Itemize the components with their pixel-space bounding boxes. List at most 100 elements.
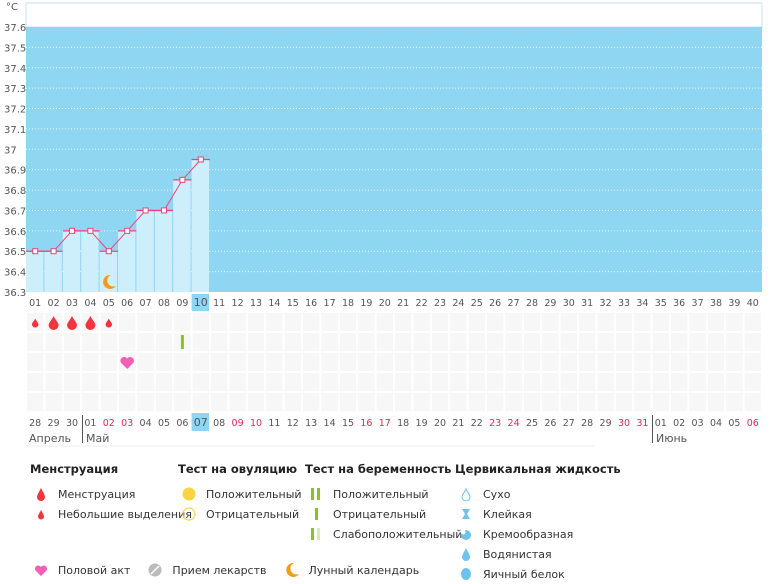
empty-circle-icon [178, 507, 200, 521]
y-tick-label: 37.2 [4, 105, 26, 116]
calendar-date-label: 21 [452, 418, 464, 429]
marker-cell [100, 353, 117, 371]
menstruation-drop-icon [105, 318, 113, 328]
calendar-date-label: 03 [692, 418, 704, 429]
month-separator [652, 415, 653, 443]
temperature-bar [81, 230, 99, 292]
marker-cell [229, 373, 246, 391]
legend-label: Половой акт [58, 563, 131, 577]
marker-cell [395, 353, 412, 371]
marker-cell [413, 373, 430, 391]
calendar-date-label: 20 [434, 418, 446, 429]
menstruation-drop-icon [31, 318, 39, 328]
temperature-bar [118, 230, 136, 292]
legend-label: Водянистая [483, 547, 552, 561]
cycle-day-label: 24 [452, 298, 464, 309]
marker-cell [82, 333, 99, 351]
legend-title: Тест на беременность [305, 462, 452, 476]
marker-cell [376, 333, 393, 351]
pill-icon [144, 563, 166, 577]
legend-label: Положительный [333, 487, 429, 501]
legend-ovulation-test: Тест на овуляцию Положительный Отрицател… [178, 462, 302, 524]
month-label-april: Апрель [29, 432, 71, 445]
marker-cell [505, 353, 522, 371]
marker-cell [27, 353, 44, 371]
marker-cell [542, 393, 559, 411]
cycle-day-label: 33 [618, 298, 630, 309]
marker-cell [376, 353, 393, 371]
marker-cell [45, 393, 62, 411]
marker-cell [579, 333, 596, 351]
marker-cell [174, 353, 191, 371]
marker-cell [505, 373, 522, 391]
faint-double-bar-icon [305, 527, 327, 541]
calendar-date-label: 28 [29, 418, 41, 429]
temperature-point [69, 227, 75, 234]
marker-cell [321, 313, 338, 331]
marker-cell [63, 333, 81, 351]
marker-cell [431, 393, 449, 411]
legend-title: Тест на овуляцию [178, 462, 298, 476]
y-tick-label: 36.4 [4, 268, 26, 279]
temperature-point [142, 207, 149, 214]
marker-cell [707, 373, 725, 391]
marker-cell [266, 353, 283, 371]
calendar-date-label: 17 [379, 418, 391, 429]
cycle-day-label: 30 [563, 298, 575, 309]
marker-cell [137, 373, 154, 391]
marker-cell [615, 333, 633, 351]
marker-cell [155, 373, 173, 391]
y-tick-label: 36.7 [4, 206, 26, 217]
cycle-day-label: 02 [48, 298, 60, 309]
calendar-date-label: 24 [508, 418, 520, 429]
heart-icon [120, 357, 134, 369]
temperature-bar [154, 210, 173, 292]
calendar-date-label: 31 [636, 418, 648, 429]
marker-cell [229, 353, 246, 371]
cycle-day-label: 21 [397, 298, 409, 309]
calendar-date-label: 30 [66, 418, 78, 429]
marker-cell [284, 393, 301, 411]
y-tick-label: 37.4 [4, 64, 26, 75]
temperature-point [161, 207, 167, 214]
cycle-day-label: 11 [213, 298, 225, 309]
y-tick-label: 36.9 [4, 166, 26, 177]
calendar-date-label: 16 [360, 418, 372, 429]
calendar-date-label: 04 [140, 418, 152, 429]
marker-cell [431, 353, 449, 371]
marker-cell [211, 333, 228, 351]
marker-cell [284, 313, 301, 331]
calendar-date-label: 05 [728, 418, 740, 429]
marker-cell [395, 333, 412, 351]
marker-cell [155, 353, 173, 371]
marker-cell [560, 313, 577, 331]
marker-cell [597, 333, 614, 351]
legend-pregnancy-test: Тест на беременность Положительный Отриц… [305, 462, 462, 544]
cycle-day-label: 36 [673, 298, 685, 309]
cycle-day-label: 22 [416, 298, 428, 309]
marker-cell [615, 353, 633, 371]
marker-cell [247, 373, 265, 391]
cycle-day-label: 14 [268, 298, 280, 309]
calendar-date-label: 28 [581, 418, 593, 429]
legend-label: Отрицательный [206, 507, 300, 521]
marker-cell [211, 313, 228, 331]
marker-cell [358, 353, 375, 371]
marker-cell [450, 373, 467, 391]
cycle-day-label: 35 [655, 298, 667, 309]
marker-cell [579, 313, 596, 331]
y-tick-label: 36.8 [4, 186, 26, 197]
calendar-date-label: 23 [489, 418, 501, 429]
y-tick-label: 36.3 [4, 288, 26, 299]
calendar-date-label: 11 [268, 418, 280, 429]
marker-cell [579, 393, 596, 411]
legend-other: Половой акт Прием лекарств Лунный календ… [30, 560, 419, 580]
cycle-day-label: 31 [581, 298, 593, 309]
marker-cell [652, 353, 669, 371]
marker-cell [303, 393, 320, 411]
marker-cell [505, 313, 522, 331]
marker-cell [376, 393, 393, 411]
marker-cell [303, 353, 320, 371]
marker-cell [671, 313, 688, 331]
marker-cell [523, 313, 541, 331]
